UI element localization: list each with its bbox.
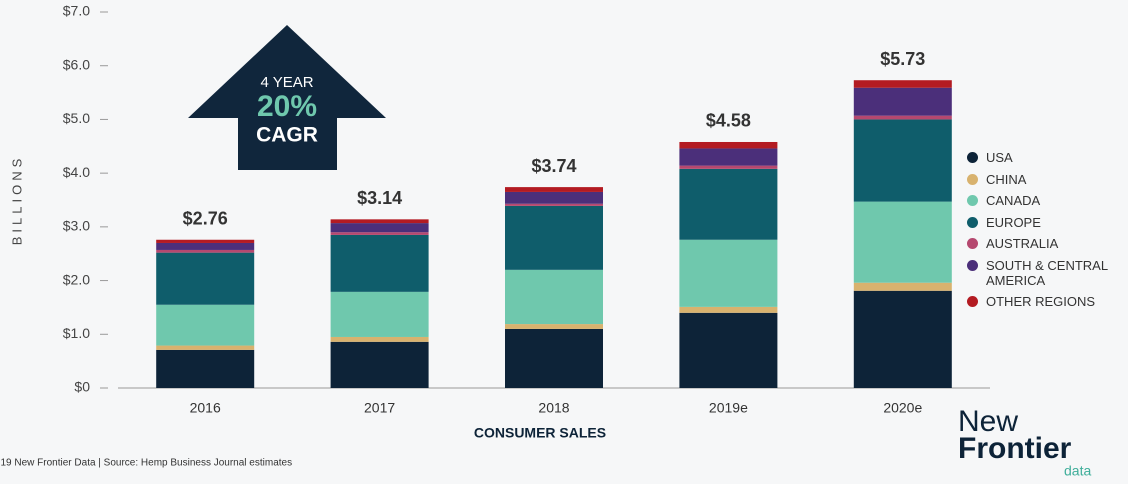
bar-segment (679, 312, 778, 388)
bar-segment (853, 282, 952, 291)
bar-segment (330, 291, 429, 337)
bar-segment (505, 324, 603, 329)
logo: New (958, 405, 1018, 438)
legend-label: AUSTRALIA (986, 236, 1059, 251)
bar-segment (505, 328, 603, 388)
legend-item: OTHER REGIONS (967, 294, 1117, 309)
bar-segment (853, 119, 952, 202)
bar-segment (156, 349, 255, 388)
y-tick-label: $7.0 (63, 3, 90, 19)
bar-segment (505, 269, 603, 325)
logo: Frontier (958, 432, 1072, 465)
total-label: $5.73 (880, 49, 925, 69)
y-axis-label: BILLIONS (9, 155, 24, 246)
bar-segment (679, 165, 778, 169)
y-tick-label: $5.0 (63, 110, 90, 126)
y-tick-label: $4.0 (63, 164, 90, 180)
bar-segment (330, 234, 429, 292)
total-label: $3.14 (357, 188, 402, 208)
x-tick-label: 2016 (190, 400, 221, 416)
bar-segment (156, 304, 255, 346)
source: ©2019 New Frontier Data | Source: Hemp B… (0, 458, 292, 469)
legend-item: CHINA (967, 172, 1117, 187)
legend-label: EUROPE (986, 214, 1041, 230)
bar-segment (679, 239, 778, 307)
bar-segment (156, 242, 255, 250)
bar-segment (330, 223, 429, 233)
total-label: $2.76 (183, 208, 228, 228)
legend-swatch (967, 238, 978, 249)
bar-segment (330, 219, 429, 224)
legend-swatch (967, 259, 978, 271)
x-axis-label: CONSUMER SALES (474, 425, 606, 441)
bar-segment (853, 201, 952, 283)
x-tick-label: 2019e (709, 400, 748, 416)
bar-segment (156, 345, 255, 350)
y-tick-label: $2.0 (63, 271, 90, 287)
bar-segment (505, 205, 603, 270)
legend-item: AUSTRALIA (967, 236, 1117, 251)
legend-swatch (967, 296, 978, 307)
annotation: 20% (257, 90, 317, 123)
bar-segment (679, 306, 778, 313)
logo: data (1064, 463, 1091, 479)
bar-segment (156, 249, 255, 253)
legend-label: OTHER REGIONS (986, 294, 1096, 309)
bar-segment (330, 341, 429, 388)
total-label: $3.74 (531, 156, 576, 176)
x-tick-label: 2017 (364, 400, 395, 416)
bar-segment (505, 191, 603, 204)
bar-segment (853, 115, 952, 120)
bar-segment (330, 232, 429, 235)
legend-swatch (967, 173, 978, 185)
y-tick-label: $0 (74, 379, 90, 395)
annotation: CAGR (256, 124, 318, 147)
bar-segment (156, 252, 255, 305)
legend-label: USA (986, 150, 1013, 165)
legend-label: CHINA (986, 171, 1027, 187)
x-tick-label: 2018 (538, 400, 569, 416)
y-tick-label: $3.0 (63, 218, 90, 234)
y-tick-label: $1.0 (63, 325, 90, 341)
legend-item: EUROPE (967, 215, 1117, 230)
legend-label: SOUTH & CENTRAL AMERICA (986, 257, 1108, 288)
x-tick-label: 2020e (883, 400, 922, 416)
legend-swatch (967, 216, 978, 228)
total-label: $4.58 (706, 111, 751, 131)
bar-segment (505, 203, 603, 206)
legend-item: USA (967, 150, 1117, 165)
bar-segment (853, 87, 952, 116)
y-tick-label: $6.0 (63, 56, 90, 72)
cagr-arrow (188, 25, 386, 170)
bar-segment (853, 80, 952, 88)
bar-segment (156, 239, 255, 243)
legend-item: CANADA (967, 193, 1117, 208)
bar-segment (679, 168, 778, 240)
legend-label: CANADA (986, 193, 1041, 208)
legend-item: SOUTH & CENTRAL AMERICA (967, 258, 1117, 288)
bar-segment (505, 187, 603, 192)
bar-segment (679, 148, 778, 166)
bar-segment (330, 336, 429, 342)
bar-segment (679, 141, 778, 149)
annotation: 4 YEAR (260, 74, 313, 91)
legend-swatch (967, 152, 978, 163)
bar-segment (853, 290, 952, 388)
legend-swatch (967, 195, 978, 206)
